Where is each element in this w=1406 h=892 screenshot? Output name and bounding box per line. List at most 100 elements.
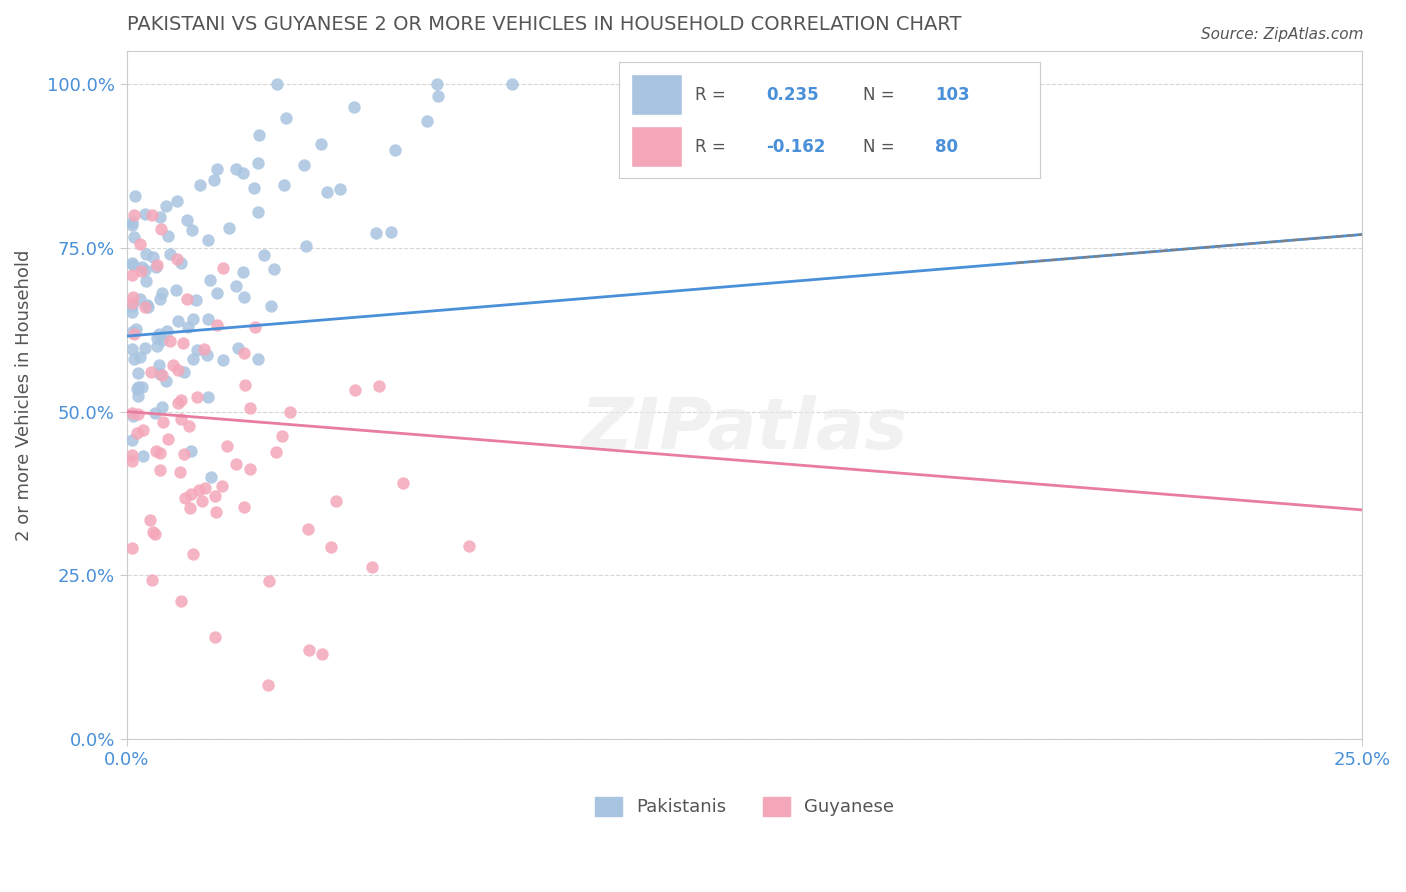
Point bbox=[132, 449, 155, 463]
Point bbox=[197, 311, 219, 326]
Point bbox=[273, 178, 295, 193]
Point bbox=[246, 205, 269, 219]
Point bbox=[149, 446, 172, 460]
Point bbox=[149, 292, 172, 306]
Point bbox=[457, 539, 479, 553]
Point bbox=[329, 182, 352, 196]
Text: PAKISTANI VS GUYANESE 2 OR MORE VEHICLES IN HOUSEHOLD CORRELATION CHART: PAKISTANI VS GUYANESE 2 OR MORE VEHICLES… bbox=[127, 15, 962, 34]
Point bbox=[233, 346, 256, 360]
Point bbox=[170, 412, 193, 426]
Point bbox=[135, 274, 157, 288]
Point bbox=[232, 290, 254, 304]
Text: N =: N = bbox=[863, 86, 894, 103]
Point bbox=[129, 236, 152, 251]
Point bbox=[170, 256, 193, 270]
Point bbox=[179, 418, 201, 433]
Point bbox=[239, 461, 262, 475]
Point bbox=[211, 479, 233, 493]
Point bbox=[131, 380, 153, 394]
Point bbox=[218, 220, 240, 235]
Point bbox=[215, 439, 238, 453]
FancyBboxPatch shape bbox=[631, 74, 682, 114]
Point bbox=[121, 218, 143, 232]
Point bbox=[366, 226, 388, 240]
Point bbox=[380, 225, 402, 239]
Point bbox=[139, 365, 162, 379]
Point bbox=[121, 215, 143, 229]
Point bbox=[145, 260, 167, 274]
Point bbox=[257, 678, 280, 692]
Point bbox=[179, 501, 201, 516]
Point bbox=[298, 642, 321, 657]
Point bbox=[162, 358, 184, 372]
Point bbox=[188, 483, 211, 497]
Point bbox=[134, 263, 156, 277]
Text: ZIPatlas: ZIPatlas bbox=[581, 395, 908, 464]
Point bbox=[292, 158, 315, 172]
Point bbox=[150, 334, 173, 348]
Point bbox=[121, 454, 143, 468]
Point bbox=[180, 487, 202, 501]
Point bbox=[225, 279, 247, 293]
Point bbox=[181, 312, 204, 326]
Point bbox=[343, 383, 366, 397]
Point bbox=[415, 114, 437, 128]
Point bbox=[226, 341, 249, 355]
Point bbox=[186, 293, 208, 308]
Point bbox=[124, 208, 146, 222]
Point bbox=[225, 457, 247, 471]
Point bbox=[198, 273, 221, 287]
Point bbox=[127, 389, 149, 403]
Point bbox=[211, 260, 233, 275]
Point bbox=[149, 222, 172, 236]
Point bbox=[129, 264, 152, 278]
Point bbox=[180, 443, 202, 458]
Point bbox=[294, 239, 316, 253]
Point bbox=[191, 493, 214, 508]
Point bbox=[501, 77, 523, 91]
Point bbox=[127, 380, 149, 394]
Point bbox=[129, 293, 152, 307]
Point bbox=[134, 300, 156, 314]
Point bbox=[243, 180, 266, 194]
Point bbox=[145, 443, 167, 458]
Point bbox=[135, 298, 157, 312]
Point bbox=[176, 293, 198, 307]
Point bbox=[121, 268, 143, 282]
Point bbox=[176, 213, 198, 227]
Point bbox=[172, 335, 194, 350]
Point bbox=[149, 463, 172, 477]
Point bbox=[124, 188, 146, 202]
Point bbox=[232, 265, 254, 279]
Point bbox=[316, 185, 339, 199]
Point bbox=[143, 406, 166, 420]
Point bbox=[204, 489, 226, 503]
Point bbox=[167, 396, 190, 410]
Point bbox=[257, 574, 280, 589]
Point bbox=[146, 330, 169, 344]
Point bbox=[197, 391, 219, 405]
Point bbox=[121, 305, 143, 319]
Point bbox=[225, 162, 247, 177]
Point bbox=[121, 448, 143, 462]
Point bbox=[134, 207, 156, 221]
Point bbox=[205, 318, 228, 333]
Point bbox=[136, 300, 159, 314]
Point bbox=[181, 547, 204, 561]
Point bbox=[121, 409, 143, 423]
Point bbox=[260, 299, 283, 313]
Point bbox=[135, 246, 157, 260]
Point bbox=[131, 260, 153, 274]
Point bbox=[173, 447, 195, 461]
Point bbox=[309, 137, 332, 152]
Point bbox=[121, 256, 143, 270]
Point bbox=[148, 326, 170, 341]
Point bbox=[205, 162, 228, 177]
Point bbox=[165, 283, 187, 297]
Point bbox=[139, 513, 162, 527]
Point bbox=[167, 313, 190, 327]
Text: N =: N = bbox=[863, 138, 894, 156]
Point bbox=[166, 252, 188, 266]
Point bbox=[173, 491, 195, 505]
Point bbox=[157, 228, 180, 243]
